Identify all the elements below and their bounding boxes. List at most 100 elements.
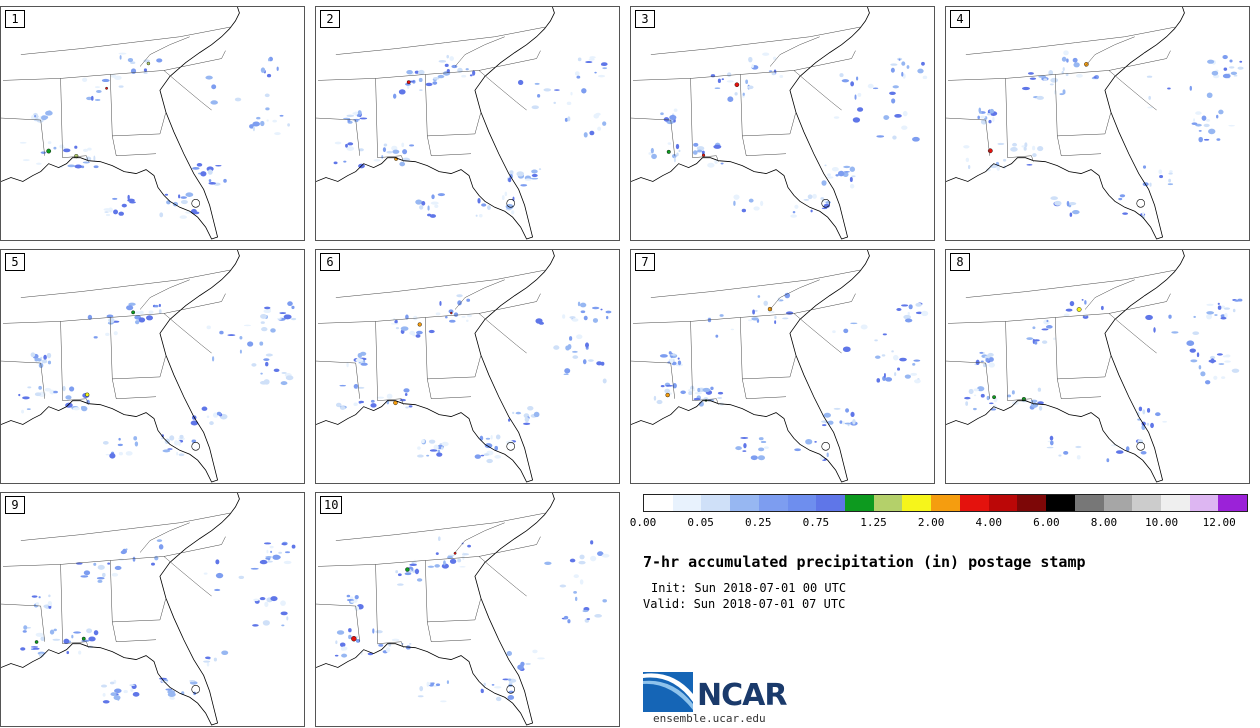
- precip-cell: [353, 402, 358, 407]
- precip-cell: [118, 211, 124, 216]
- precip-cell: [559, 584, 567, 588]
- precip-cell: [192, 167, 200, 170]
- precip-cell: [1222, 73, 1231, 79]
- precip-cell: [917, 68, 924, 74]
- precip-core: [453, 551, 457, 555]
- state-border: [62, 398, 89, 405]
- precip-cell: [534, 82, 540, 85]
- precip-cell: [428, 682, 431, 686]
- precip-cell: [850, 322, 858, 325]
- precip-cell: [96, 576, 105, 580]
- precip-cell: [1063, 50, 1069, 56]
- precip-cell: [239, 335, 243, 340]
- precip-cell: [1068, 202, 1077, 206]
- precip-cell: [850, 81, 855, 87]
- precip-cell: [113, 209, 119, 215]
- precip-cell: [93, 630, 99, 636]
- init-time: Init: Sun 2018-07-01 00 UTC: [651, 581, 847, 595]
- state-border: [1057, 355, 1112, 380]
- precip-cell: [717, 78, 722, 84]
- precip-cell: [892, 135, 897, 140]
- precip-cell: [270, 596, 278, 602]
- precip-cell: [989, 402, 994, 405]
- precip-cell: [579, 302, 587, 308]
- precip-cell: [1029, 77, 1037, 80]
- precip-cell: [359, 117, 368, 120]
- precip-cell: [395, 570, 399, 574]
- precip-cell: [1158, 169, 1163, 175]
- precip-cell: [417, 446, 421, 450]
- precip-cell: [49, 629, 55, 635]
- precip-cell: [839, 420, 843, 424]
- precip-cell: [339, 384, 347, 387]
- precip-cell: [164, 193, 169, 196]
- precip-cell: [22, 630, 27, 633]
- precip-cell: [206, 662, 210, 667]
- base-map: [316, 7, 608, 240]
- precip-cell: [1155, 412, 1161, 417]
- map-panel-4: 4: [945, 6, 1250, 241]
- state-border: [690, 321, 693, 401]
- colorbar-swatch: [988, 495, 1018, 511]
- precip-cell: [1147, 106, 1153, 109]
- state-border: [1061, 153, 1101, 156]
- precip-cell: [449, 319, 456, 323]
- precip-cell: [287, 123, 290, 127]
- precip-cell: [678, 149, 681, 153]
- precip-cell: [127, 194, 130, 200]
- precip-cell: [406, 69, 413, 75]
- precip-cell: [87, 314, 93, 320]
- precip-cell: [71, 634, 74, 639]
- precip-cell: [1115, 450, 1124, 454]
- precip-cell: [850, 411, 855, 417]
- precip-cell: [986, 112, 991, 116]
- precip-cell: [467, 544, 471, 548]
- precip-cell: [897, 367, 901, 371]
- precip-cell: [822, 424, 827, 427]
- precip-cell: [758, 437, 764, 441]
- precip-cell: [431, 194, 435, 200]
- precip-cell: [988, 357, 994, 362]
- precip-cell: [582, 609, 589, 613]
- base-map: [1, 250, 297, 483]
- precip-cell: [47, 600, 53, 607]
- precip-cell: [208, 181, 216, 185]
- precip-cell: [1026, 164, 1033, 166]
- precip-cell: [576, 334, 583, 340]
- colorbar-swatch: [644, 495, 673, 511]
- precip-cell: [97, 579, 103, 583]
- state-border: [335, 26, 547, 55]
- precip-cell: [378, 644, 384, 647]
- precip-cell: [573, 574, 579, 579]
- precip-cell: [1190, 359, 1198, 363]
- precip-cell: [1024, 142, 1028, 148]
- precip-cell: [167, 692, 176, 697]
- precip-cell: [381, 155, 384, 159]
- precip-cell: [1050, 440, 1054, 446]
- precip-cell: [585, 61, 593, 64]
- precip-cell: [260, 313, 267, 319]
- precip-cell: [459, 565, 466, 568]
- state-border: [62, 155, 89, 162]
- precip-cell: [673, 157, 676, 163]
- precip-cell: [110, 74, 117, 78]
- precip-cell: [577, 57, 582, 62]
- precip-cell: [176, 451, 179, 456]
- coastline: [316, 250, 555, 483]
- precip-cell: [179, 215, 188, 219]
- precip-cell: [41, 115, 48, 121]
- precip-cell: [968, 388, 974, 395]
- precip-cell: [912, 363, 916, 366]
- precip-cell: [841, 79, 850, 83]
- state-border: [375, 78, 378, 158]
- precip-cell: [101, 78, 110, 83]
- base-map: [946, 7, 1244, 240]
- precip-cell: [650, 147, 654, 154]
- precip-cell: [53, 390, 58, 394]
- precip-cell: [1011, 390, 1015, 395]
- precip-cell: [740, 436, 749, 439]
- precip-cell: [102, 700, 110, 704]
- precip-cell: [260, 372, 263, 375]
- base-map: [1, 7, 290, 240]
- precip-cell: [66, 650, 70, 655]
